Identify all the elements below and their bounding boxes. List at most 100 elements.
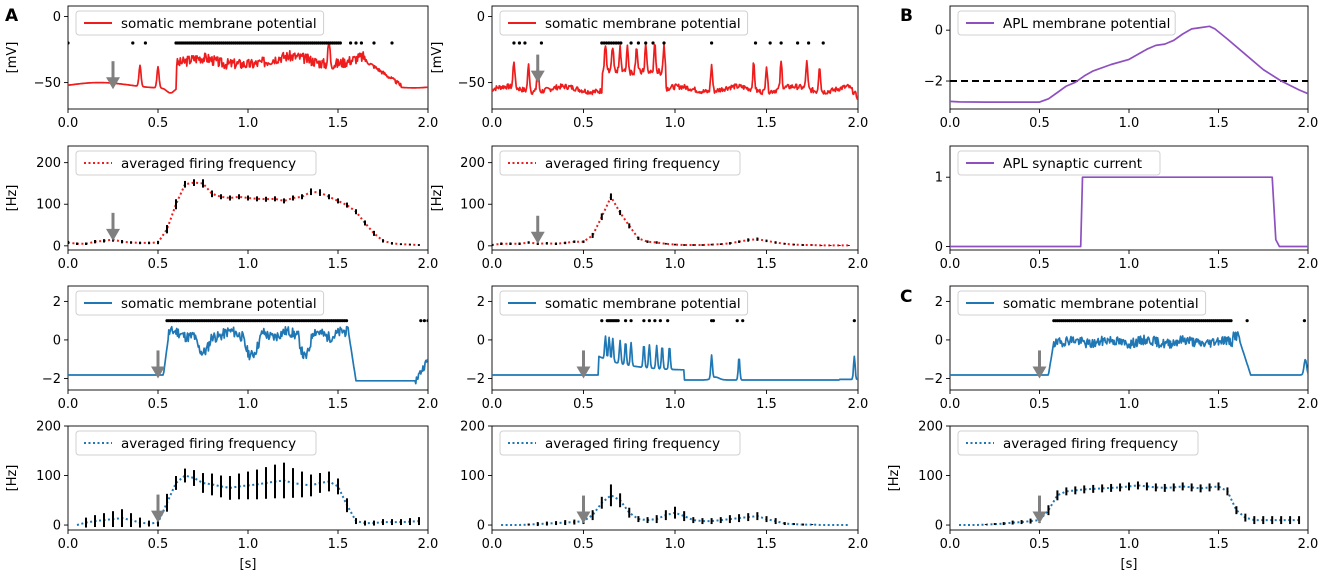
spike-dot — [600, 319, 604, 323]
chart-a1: 0.0 0.5 1.0 1.5 2.0 −50 0 [mV] somatic membrane … — [5, 5, 438, 131]
x-tick-label: 0.5 — [148, 397, 169, 412]
y-tick-label: 100 — [460, 198, 485, 213]
legend-box — [499, 430, 741, 456]
spike-dot — [354, 41, 358, 45]
y-tick-label: 0 — [53, 10, 61, 25]
arrow-head — [576, 511, 591, 524]
x-axis-label: [s] — [240, 557, 257, 572]
legend-label: averaged firing frequency — [121, 436, 296, 452]
spike-dot — [517, 41, 522, 45]
spike-dot — [666, 319, 670, 323]
x-tick-label: 1.0 — [238, 257, 259, 272]
y-tick-label: 100 — [460, 469, 485, 484]
legend-label: somatic membrane potential — [121, 16, 317, 32]
spike-dot — [600, 41, 604, 45]
y-tick-label: 200 — [36, 156, 61, 171]
x-tick-label: 0.5 — [148, 537, 169, 552]
arrow-head — [530, 70, 545, 83]
series-line — [950, 176, 1308, 248]
x-tick-label: 1.0 — [1119, 397, 1140, 412]
x-tick-label: 2.0 — [848, 257, 869, 272]
x-tick-label: 2.0 — [418, 397, 439, 412]
y-tick-label: 0 — [935, 519, 943, 534]
chart-b2: 0.0 0.5 1.0 1.5 2.0 0 1 APL synaptic current — [935, 145, 1318, 272]
x-tick-label: 0.0 — [482, 116, 503, 131]
plot-content — [68, 319, 428, 385]
y-tick-label: −2 — [924, 75, 943, 90]
spike-dot — [607, 41, 611, 45]
spike-dot — [753, 41, 758, 45]
spike-dot — [523, 41, 527, 45]
legend-label: APL membrane potential — [1003, 16, 1170, 32]
legend-label: somatic membrane potential — [1003, 296, 1199, 312]
plot-content — [950, 319, 1308, 379]
spike-dot — [779, 41, 783, 45]
x-tick-label: 1.5 — [328, 116, 349, 131]
stimulus-arrow — [530, 215, 545, 244]
y-tick-label: 100 — [36, 469, 61, 484]
legend-label: averaged firing frequency — [121, 156, 296, 172]
y-tick-label: 0 — [935, 333, 943, 348]
spike-dot — [623, 319, 628, 323]
legend-box — [957, 430, 1199, 456]
legend-box — [957, 150, 1161, 176]
x-tick-label: 1.0 — [1119, 116, 1140, 131]
x-tick-label: 0.0 — [940, 397, 961, 412]
legend: averaged firing frequency — [499, 430, 741, 456]
legend-label: somatic membrane potential — [121, 296, 317, 312]
panel-label-c: C — [900, 287, 912, 307]
x-tick-label: 0.0 — [58, 116, 79, 131]
plot-content — [492, 41, 858, 100]
legend: averaged firing frequency — [75, 430, 317, 456]
y-tick-label: −2 — [466, 372, 485, 387]
x-tick-label: 2.0 — [418, 537, 439, 552]
spike-dot — [1229, 319, 1233, 323]
x-tick-label: 0.0 — [482, 257, 503, 272]
arrow-head — [576, 366, 591, 379]
y-tick-label: 2 — [53, 295, 61, 310]
x-tick-label: 2.0 — [848, 116, 869, 131]
x-tick-label: 1.0 — [1119, 537, 1140, 552]
x-tick-label: 2.0 — [848, 397, 869, 412]
spike-dot — [1245, 319, 1249, 323]
y-tick-label: 1 — [935, 171, 943, 186]
x-tick-label: 0.5 — [148, 116, 169, 131]
y-axis-label: [Hz] — [5, 185, 20, 212]
legend-box — [75, 150, 317, 176]
x-tick-label: 1.0 — [238, 397, 259, 412]
legend: APL membrane potential — [957, 10, 1176, 36]
legend: somatic membrane potential — [499, 10, 749, 36]
x-tick-label: 0.5 — [1029, 397, 1050, 412]
x-tick-label: 0.5 — [1029, 116, 1050, 131]
chart-a7: 0.0 0.5 1.0 1.5 2.0 0 100 200 [Hz] [s] averaged fi… — [5, 420, 438, 573]
spike-dot — [647, 319, 651, 323]
legend: somatic membrane potential — [499, 290, 749, 316]
legend: averaged firing frequency — [75, 150, 317, 176]
series-line — [492, 335, 858, 381]
y-tick-label: 0 — [53, 239, 61, 254]
chart-a3: 0.0 0.5 1.0 1.5 2.0 0 100 200 [Hz] averaged firin… — [5, 145, 438, 272]
y-tick-label: 100 — [918, 469, 943, 484]
legend-label: averaged firing frequency — [545, 156, 720, 172]
plot-content — [68, 41, 428, 94]
x-tick-label: 1.5 — [328, 397, 349, 412]
series-line — [492, 43, 858, 100]
legend-box — [499, 290, 749, 316]
spike-dot — [426, 319, 428, 323]
plot-content — [492, 319, 858, 381]
y-tick-label: 0 — [477, 10, 485, 25]
arrow-head — [106, 228, 120, 241]
spike-dot — [658, 319, 662, 323]
y-tick-label: −2 — [924, 372, 943, 387]
y-axis-label: [Hz] — [5, 465, 20, 492]
spike-dot — [422, 319, 426, 323]
x-tick-label: 0.5 — [573, 257, 594, 272]
spike-dot — [609, 41, 613, 45]
arrow-head — [1032, 511, 1047, 524]
stimulus-arrow — [151, 494, 165, 523]
y-tick-label: −2 — [42, 372, 61, 387]
arrow-head — [106, 77, 120, 90]
spike-dot — [619, 41, 623, 45]
x-axis-label: [s] — [1121, 557, 1138, 572]
stimulus-arrow — [576, 350, 591, 379]
